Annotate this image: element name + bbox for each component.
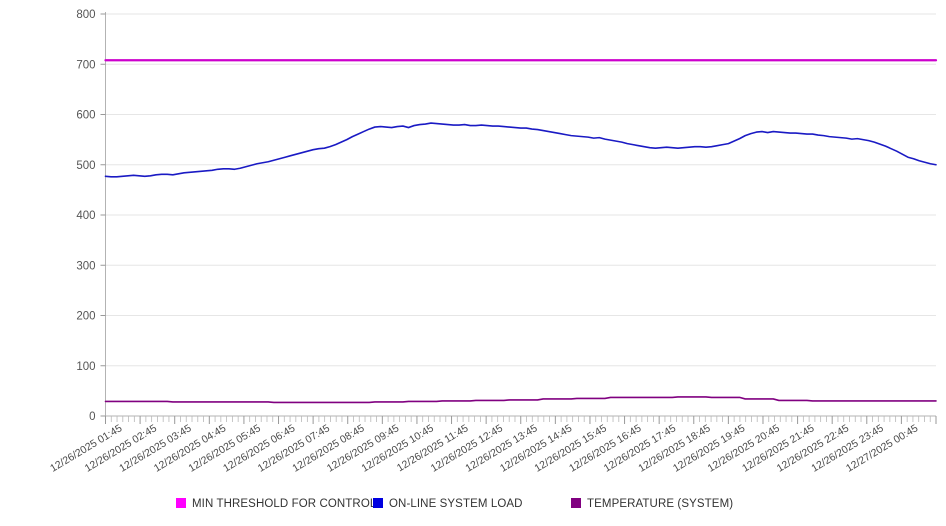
legend-item-label: ON-LINE SYSTEM LOAD: [389, 498, 523, 510]
y-axis-tick-label: 700: [76, 59, 95, 71]
y-axis-tick-label: 300: [76, 260, 95, 272]
y-axis-tick-label: 600: [76, 110, 95, 122]
chart-legend: MIN THRESHOLD FOR CONTROL ON-LINE SYSTEM …: [176, 498, 733, 510]
y-axis-group: 0 100 200 300 400 500 600 700 800: [76, 9, 106, 423]
y-axis-tick-label: 0: [89, 411, 95, 423]
y-axis-tick-label: 500: [76, 160, 95, 172]
y-axis-tick-label: 400: [76, 210, 95, 222]
legend-item-label: MIN THRESHOLD FOR CONTROL: [192, 498, 377, 510]
gridlines-group: [105, 13, 936, 417]
series-line-1: [104, 122, 937, 178]
y-axis-tick-label: 100: [76, 361, 95, 373]
y-axis-tick-label: 800: [76, 9, 95, 21]
legend-item-label: TEMPERATURE (SYSTEM): [587, 498, 733, 510]
y-axis-tick-label: 200: [76, 311, 95, 323]
legend-swatch: [373, 498, 383, 508]
plot-series-group: [104, 59, 938, 404]
legend-swatch: [571, 498, 581, 508]
x-axis-group: [105, 415, 937, 424]
series-line-2: [104, 396, 937, 404]
legend-swatch: [176, 498, 186, 508]
